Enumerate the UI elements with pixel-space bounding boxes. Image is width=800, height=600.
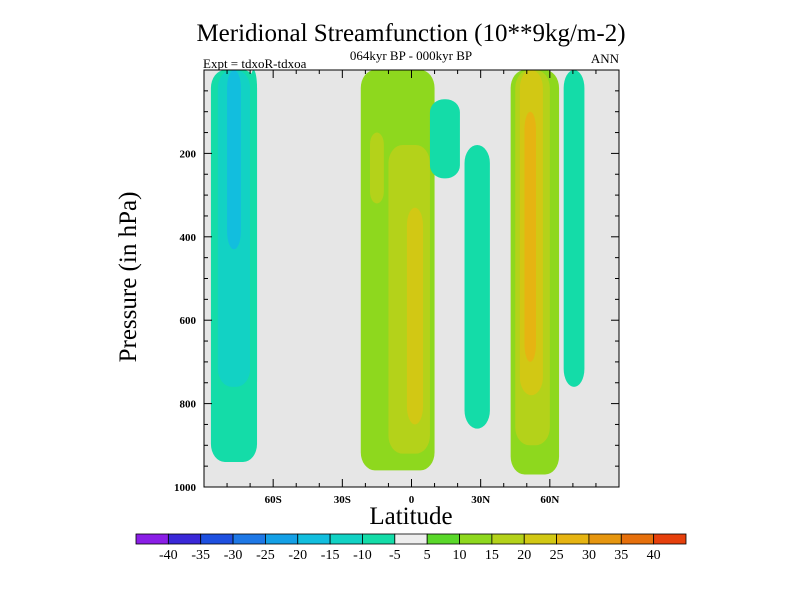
- colorbar-label: -20: [288, 548, 307, 563]
- contour-region-3: [227, 70, 241, 250]
- colorbar-box-6: [297, 533, 331, 545]
- colorbar-label: -25: [256, 548, 275, 563]
- season-note: ANN: [591, 51, 620, 66]
- colorbar-box-14: [556, 533, 590, 545]
- colorbar-label: 15: [485, 548, 499, 563]
- colorbar-box-11: [459, 533, 493, 545]
- colorbar-label: -35: [191, 548, 210, 563]
- plot-area: [204, 70, 619, 487]
- x-tick-label: 30N: [471, 494, 490, 506]
- colorbar-box-17: [653, 533, 687, 545]
- colorbar: -40 -35 -30 -25 -20 -15 -10 -5 5 10 15 20 25 30 35 40: [135, 533, 687, 563]
- colorbar-box-1: [135, 533, 169, 545]
- x-tick-label: 0: [409, 494, 415, 506]
- x-tick-label: 30S: [334, 494, 351, 506]
- colorbar-label: 30: [582, 548, 596, 563]
- colorbar-label: -10: [353, 548, 372, 563]
- colorbar-label: 25: [550, 548, 564, 563]
- chart-title: Meridional Streamfunction (10**9kg/m-2): [196, 20, 625, 47]
- colorbar-box-16: [620, 533, 655, 545]
- colorbar-box-15: [588, 533, 622, 545]
- chart-subtitle: 064kyr BP - 000kyr BP: [350, 48, 472, 63]
- colorbar-label: 40: [647, 548, 661, 563]
- x-tick-label: 60N: [540, 494, 559, 506]
- colorbar-label: 10: [453, 548, 467, 563]
- colorbar-label: -30: [224, 548, 243, 563]
- y-tick-label: 200: [180, 148, 197, 160]
- colorbar-label: -40: [159, 548, 178, 563]
- axes: 200 400 600 800 1000 60S 30S 0 30N 60N: [174, 69, 620, 506]
- colorbar-label: 20: [517, 548, 531, 563]
- contour-region-7: [406, 207, 424, 425]
- colorbar-box-4: [232, 533, 266, 545]
- x-axis-label: Latitude: [369, 503, 452, 530]
- colorbar-label: -15: [321, 548, 340, 563]
- colorbar-box-13: [523, 533, 557, 545]
- colorbar-box-12: [491, 533, 525, 545]
- contour-region-14: [524, 111, 536, 362]
- colorbar-label: -5: [389, 548, 401, 563]
- y-tick-label: 1000: [174, 482, 197, 494]
- experiment-note: Expt = tdxoR-tdxoa: [203, 56, 307, 71]
- colorbar-label: 35: [614, 548, 628, 563]
- y-tick-label: 800: [180, 399, 197, 411]
- y-tick-label: 400: [180, 232, 197, 244]
- colorbar-box-10: [426, 533, 460, 545]
- y-tick-label: 600: [180, 315, 197, 327]
- colorbar-box-9: [394, 533, 428, 545]
- contour-region-4: [250, 70, 258, 400]
- x-tick-label: 60S: [265, 494, 282, 506]
- contour-region-9: [429, 99, 460, 179]
- contour-region-15: [563, 70, 585, 387]
- colorbar-box-2: [167, 533, 202, 545]
- colorbar-box-5: [265, 533, 299, 545]
- colorbar-box-3: [200, 533, 234, 545]
- colorbar-box-7: [329, 533, 363, 545]
- colorbar-label: 5: [424, 548, 431, 563]
- colorbar-box-8: [362, 533, 396, 545]
- contour-region-8: [370, 132, 384, 204]
- y-axis-label: Pressure (in hPa): [115, 192, 142, 363]
- contour-region-10: [464, 145, 490, 429]
